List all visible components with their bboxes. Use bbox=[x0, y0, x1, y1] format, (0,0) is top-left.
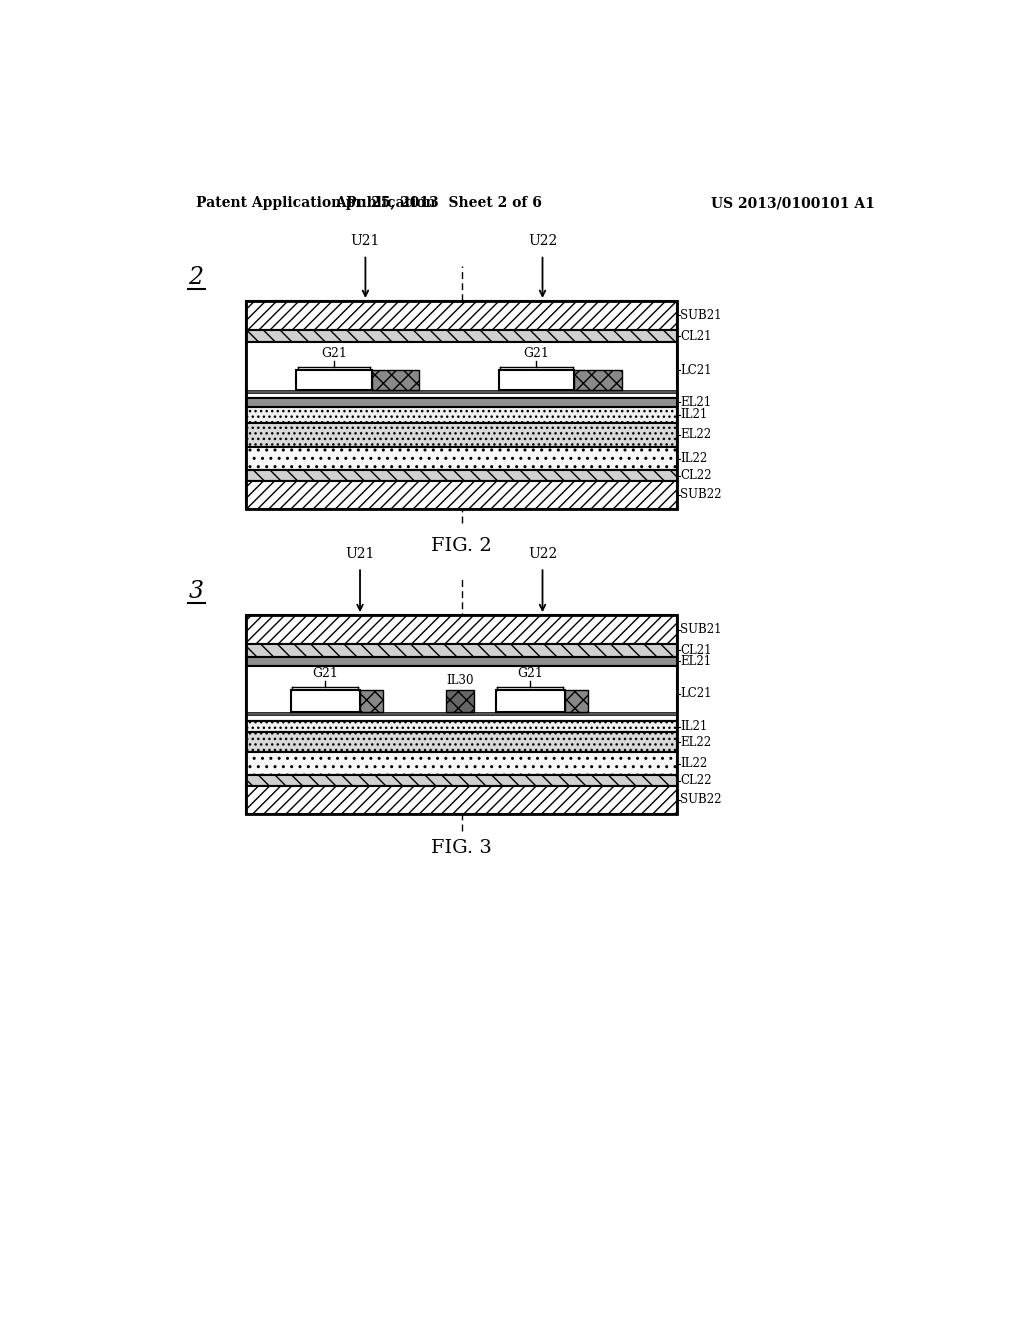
Bar bbox=[246, 785, 677, 813]
Bar bbox=[246, 644, 677, 656]
Bar bbox=[246, 391, 677, 393]
Text: U21: U21 bbox=[351, 235, 380, 248]
Bar bbox=[296, 370, 372, 391]
Bar bbox=[496, 690, 565, 711]
Text: SUB21: SUB21 bbox=[680, 623, 722, 636]
Bar bbox=[246, 342, 677, 397]
Bar bbox=[565, 690, 588, 711]
Bar bbox=[246, 447, 677, 470]
Text: Patent Application Publication: Patent Application Publication bbox=[196, 197, 435, 210]
Bar bbox=[246, 733, 677, 752]
Bar bbox=[246, 775, 677, 785]
Bar bbox=[246, 615, 677, 813]
Text: 2: 2 bbox=[188, 267, 204, 289]
Bar bbox=[246, 752, 677, 775]
Text: U22: U22 bbox=[528, 235, 557, 248]
Bar bbox=[246, 470, 677, 480]
Text: CL22: CL22 bbox=[680, 774, 712, 787]
Text: CL22: CL22 bbox=[680, 469, 712, 482]
Text: IL21: IL21 bbox=[680, 408, 708, 421]
Bar bbox=[246, 330, 677, 342]
Text: G21: G21 bbox=[517, 668, 543, 681]
Bar bbox=[246, 656, 677, 665]
Text: FIG. 2: FIG. 2 bbox=[431, 537, 493, 554]
Bar bbox=[246, 615, 677, 644]
Bar bbox=[246, 301, 677, 330]
Bar bbox=[246, 665, 677, 721]
Text: IL22: IL22 bbox=[680, 453, 708, 465]
Bar bbox=[246, 397, 677, 407]
Text: IL30: IL30 bbox=[446, 675, 474, 688]
Bar bbox=[291, 690, 360, 711]
Bar bbox=[360, 690, 383, 711]
Bar bbox=[246, 422, 677, 447]
Text: LC21: LC21 bbox=[680, 686, 712, 700]
Text: EL21: EL21 bbox=[680, 396, 712, 409]
Text: EL21: EL21 bbox=[680, 655, 712, 668]
Text: U22: U22 bbox=[528, 546, 557, 561]
Text: IL21: IL21 bbox=[680, 721, 708, 733]
Text: G21: G21 bbox=[312, 668, 338, 681]
Text: US 2013/0100101 A1: US 2013/0100101 A1 bbox=[711, 197, 874, 210]
Text: U21: U21 bbox=[345, 546, 375, 561]
Text: G21: G21 bbox=[321, 347, 347, 360]
Text: SUB21: SUB21 bbox=[680, 309, 722, 322]
Text: CL21: CL21 bbox=[680, 330, 712, 343]
Text: FIG. 3: FIG. 3 bbox=[431, 840, 493, 857]
Bar bbox=[574, 370, 622, 391]
Text: Apr. 25, 2013  Sheet 2 of 6: Apr. 25, 2013 Sheet 2 of 6 bbox=[335, 197, 542, 210]
Text: CL21: CL21 bbox=[680, 644, 712, 657]
Bar bbox=[246, 721, 677, 733]
Text: LC21: LC21 bbox=[680, 363, 712, 376]
Text: IL22: IL22 bbox=[680, 758, 708, 770]
Text: 3: 3 bbox=[188, 581, 204, 603]
Bar bbox=[446, 690, 474, 711]
Bar bbox=[499, 370, 574, 391]
Text: EL22: EL22 bbox=[680, 735, 712, 748]
Text: G21: G21 bbox=[523, 347, 549, 360]
Text: EL22: EL22 bbox=[680, 428, 712, 441]
Bar bbox=[246, 407, 677, 422]
Bar bbox=[372, 370, 419, 391]
Bar bbox=[246, 480, 677, 508]
Bar bbox=[246, 301, 677, 508]
Bar bbox=[246, 711, 677, 715]
Text: SUB22: SUB22 bbox=[680, 793, 722, 807]
Text: SUB22: SUB22 bbox=[680, 488, 722, 502]
